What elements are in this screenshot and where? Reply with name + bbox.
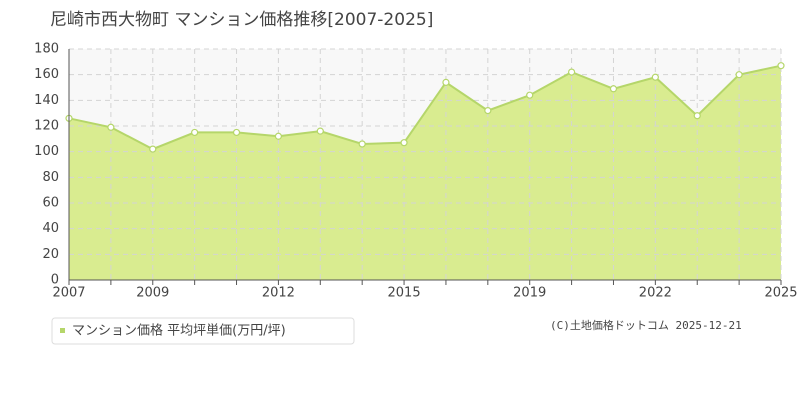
point (484, 106, 492, 115)
area (69, 65, 781, 280)
y-tick-label: 140 (34, 93, 59, 108)
point (526, 91, 534, 99)
x-tick-label: 2019 (513, 286, 546, 301)
y-tick-label: 100 (34, 144, 59, 159)
point (149, 145, 157, 153)
copyright: (C)土地価格ドットコム 2025-12-21 (550, 318, 742, 332)
legend-marker (60, 328, 65, 333)
point (777, 62, 785, 70)
y-tick-label: 60 (42, 196, 59, 211)
point (651, 73, 659, 81)
legend-box (51, 317, 355, 345)
chart-title: 尼崎市西大物町 マンション価格推移[2007-2025] (50, 10, 433, 30)
x-tick-label: 2015 (388, 286, 421, 301)
x-tick-label: 2025 (764, 286, 797, 301)
y-tick-label: 80 (42, 170, 59, 185)
y-tick-label: 160 (34, 67, 59, 82)
y-tick-label: 0 (51, 273, 59, 288)
x-tick-label: 2007 (52, 286, 85, 301)
point (442, 78, 450, 86)
point (735, 71, 743, 79)
point (274, 132, 283, 140)
y-tick-label: 180 (34, 42, 59, 57)
point (567, 68, 576, 76)
legend-label: マンション価格 平均坪単価(万円/坪) (72, 323, 286, 339)
y-tick-label: 20 (42, 247, 59, 262)
point (316, 127, 324, 135)
line (68, 64, 782, 151)
point (400, 139, 408, 147)
y-tick-label: 120 (34, 119, 59, 134)
y-tick-label: 40 (42, 221, 59, 236)
x-tick-label: 2009 (136, 286, 169, 301)
point (191, 128, 199, 137)
x-tick-label: 2022 (639, 286, 672, 301)
point (693, 112, 701, 120)
point (358, 140, 366, 148)
point (107, 123, 115, 131)
point (232, 128, 241, 137)
point (609, 85, 618, 93)
x-tick-label: 2012 (262, 286, 295, 301)
